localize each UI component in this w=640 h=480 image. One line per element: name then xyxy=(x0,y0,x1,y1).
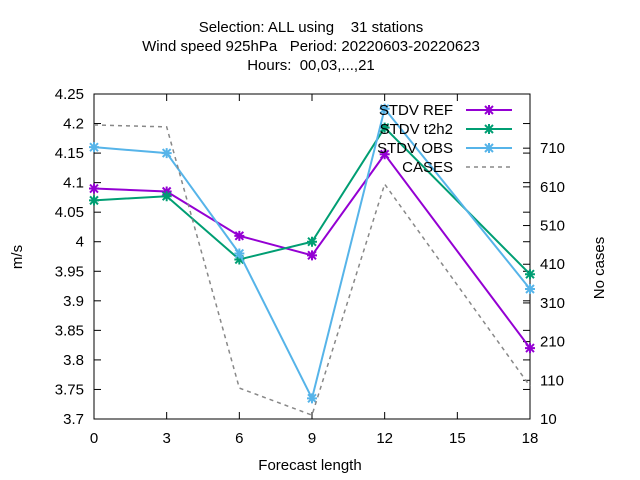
y2-tick-label: 110 xyxy=(540,372,564,389)
data-point-marker xyxy=(484,143,494,153)
data-point xyxy=(161,148,172,159)
y-tick-label: 4.2 xyxy=(63,116,84,133)
data-point xyxy=(89,195,99,206)
data-point-marker xyxy=(379,149,390,160)
series-line-stdv-t2h2 xyxy=(93,126,531,275)
y2-axis-label: No cases xyxy=(591,237,608,300)
y-tick-label: 4.25 xyxy=(55,86,84,103)
y2-tick-label: 210 xyxy=(540,334,565,351)
data-point xyxy=(89,183,99,194)
y2-tick-label: 310 xyxy=(540,295,565,312)
data-point-marker xyxy=(525,343,535,354)
y2-tick-label: 510 xyxy=(540,218,565,235)
data-point-marker xyxy=(161,148,172,159)
y-tick-label: 3.85 xyxy=(55,322,84,339)
y2-tick-label: 710 xyxy=(540,140,565,157)
y-tick-label: 4.1 xyxy=(63,175,84,192)
data-point-marker xyxy=(161,191,172,202)
legend-label: STDV t2h2 xyxy=(380,121,453,138)
data-point-marker xyxy=(307,236,317,247)
y-tick-label: 3.9 xyxy=(63,293,84,310)
data-point-marker xyxy=(307,393,317,404)
x-tick-label: 18 xyxy=(522,430,539,447)
legend: STDV REF STDV t2h2 STDV OBS CASES xyxy=(377,102,512,176)
x-tick-label: 15 xyxy=(449,430,466,447)
series-line-stdv-obs xyxy=(93,106,531,402)
data-point xyxy=(525,284,535,294)
chart-title: Selection: ALL using 31 stations Wind spe… xyxy=(142,19,480,74)
data-point-marker xyxy=(379,122,390,133)
data-point xyxy=(525,269,535,280)
data-point-marker xyxy=(234,254,245,265)
x-tick-label: 0 xyxy=(90,430,98,447)
data-point-marker xyxy=(484,105,494,115)
chart-title-line: Wind speed 925hPa Period: 20220603-20220… xyxy=(142,38,480,55)
series-line-stdv-ref xyxy=(93,152,531,349)
data-point-marker xyxy=(89,142,99,153)
y-tick-label: 4.15 xyxy=(55,145,84,162)
data-point-marker xyxy=(484,124,494,134)
x-tick-label: 3 xyxy=(162,430,170,447)
data-point xyxy=(525,343,535,354)
data-point xyxy=(161,191,172,202)
data-point-marker xyxy=(234,230,245,241)
data-point xyxy=(89,142,99,153)
y-tick-label: 3.7 xyxy=(63,411,84,428)
data-point-marker xyxy=(525,284,535,294)
data-point xyxy=(234,230,245,241)
data-point-marker xyxy=(307,250,317,261)
y2-tick-label: 410 xyxy=(540,256,565,273)
data-point xyxy=(379,122,390,133)
legend-label: STDV REF xyxy=(379,102,453,119)
chart-title-line: Hours: 00,03,...,21 xyxy=(247,57,375,74)
legend-label: CASES xyxy=(402,159,453,176)
data-point xyxy=(307,236,317,247)
data-point-marker xyxy=(89,183,99,194)
y-tick-label: 4 xyxy=(76,234,84,251)
data-point xyxy=(234,248,245,259)
data-point xyxy=(379,103,390,114)
y2-tick-label: 610 xyxy=(540,179,565,196)
y-tick-label: 4.05 xyxy=(55,204,84,221)
data-point xyxy=(234,254,245,265)
data-point-marker xyxy=(379,103,390,114)
data-point xyxy=(307,250,317,261)
data-point xyxy=(484,105,494,115)
y-tick-label: 3.8 xyxy=(63,352,84,369)
y2-axis-ticks: 10 110 210 310 410 510 610 710 xyxy=(523,140,565,428)
y-axis-label: m/s xyxy=(9,245,26,269)
data-point-marker xyxy=(234,248,245,259)
x-axis-label: Forecast length xyxy=(258,457,361,474)
data-point xyxy=(307,393,317,404)
y-axis-ticks: 3.7 3.75 3.8 3.85 3.9 3.95 4 4.05 4.1 4.15 4.2 4.25 xyxy=(55,86,530,428)
data-point-marker xyxy=(525,269,535,280)
y-tick-label: 3.95 xyxy=(55,263,84,280)
data-point-marker xyxy=(89,195,99,206)
x-axis-ticks: 0 3 6 9 12 15 18 xyxy=(90,94,539,447)
x-tick-label: 9 xyxy=(308,430,316,447)
y2-tick-label: 10 xyxy=(540,411,557,428)
x-tick-label: 6 xyxy=(235,430,243,447)
y-tick-label: 3.75 xyxy=(55,381,84,398)
x-tick-label: 12 xyxy=(376,430,393,447)
data-point xyxy=(484,143,494,153)
series-group xyxy=(89,103,535,417)
legend-label: STDV OBS xyxy=(377,140,453,157)
data-point xyxy=(379,149,390,160)
data-point xyxy=(484,124,494,134)
series-line-cases xyxy=(93,124,531,417)
chart-title-line: Selection: ALL using 31 stations xyxy=(199,19,424,36)
